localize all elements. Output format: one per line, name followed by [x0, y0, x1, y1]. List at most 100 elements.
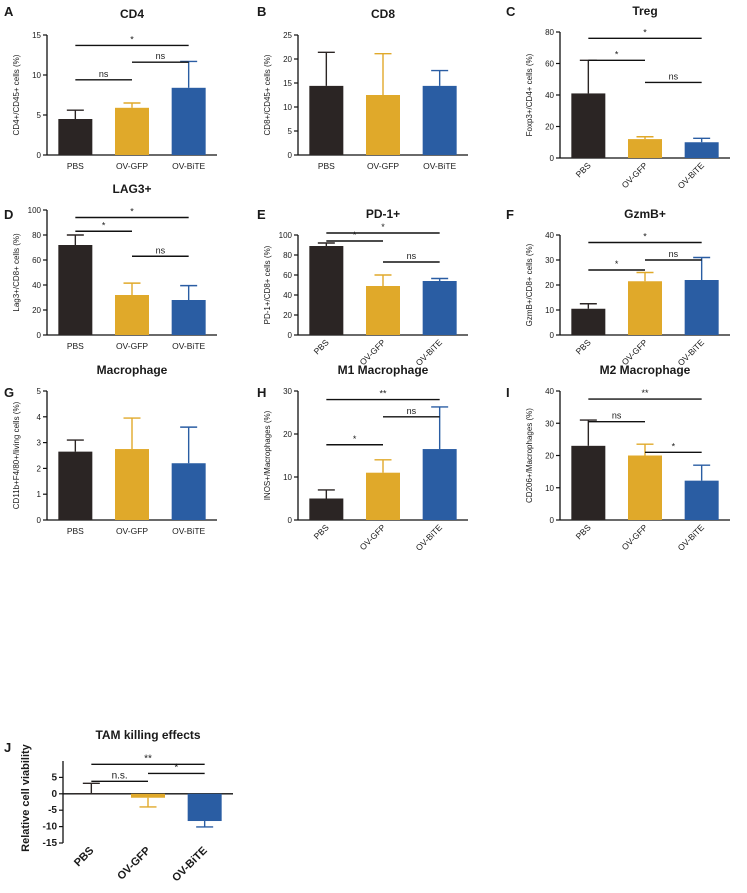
panel-c: C Treg 0 20 40 60 80 Foxp3+/CD4+ cells (%) PBS OV…	[506, 4, 730, 191]
y-tick-label: 20	[545, 452, 554, 461]
y-tick-label: 10	[545, 306, 554, 315]
x-tick-label: PBS	[312, 337, 331, 356]
y-tick-label: 20	[283, 311, 292, 320]
y-tick-label: 0	[288, 516, 293, 525]
x-tick-label: OV-BiTE	[172, 526, 205, 536]
chart-title: GzmB+	[624, 207, 666, 221]
y-tick-label: 0	[288, 331, 293, 340]
y-tick-label: 40	[545, 231, 554, 240]
x-tick-label: OV-BiTE	[676, 522, 707, 553]
x-tick-label: OV-GFP	[367, 161, 399, 171]
x-tick-label: PBS	[574, 337, 593, 356]
panel-j: J TAM killing effects -15 -10 -5 0 5 Relative c…	[4, 728, 233, 884]
y-tick-label: 0	[37, 516, 42, 525]
significance-label: ns	[156, 51, 166, 61]
significance-label: ns	[612, 411, 622, 421]
y-tick-label: 15	[32, 31, 41, 40]
y-tick-label: 5	[37, 387, 42, 396]
x-tick-label: OV-GFP	[116, 161, 148, 171]
significance-label: *	[353, 434, 357, 444]
bar-pbs	[309, 85, 344, 155]
panel-letter: G	[4, 385, 14, 400]
bar-pbs	[58, 451, 93, 520]
panel-i: I M2 Macrophage 0 10 20 30 40 CD206+/Macrophage…	[506, 363, 730, 553]
panel-letter: I	[506, 385, 510, 400]
y-tick-label: 30	[283, 387, 292, 396]
chart-title: M1 Macrophage	[338, 363, 429, 377]
y-axis-label: CD11b+F4/80+/living cells (%)	[12, 401, 21, 509]
y-axis-label: Relative cell viability	[20, 743, 32, 851]
y-tick-label: 10	[283, 473, 292, 482]
panel-a: A CD4 0 5 10 15 CD4+/CD45+ cells (%) PBS OV-GFP O…	[4, 4, 217, 171]
bar-ov-gfp	[628, 139, 662, 158]
y-tick-label: 20	[32, 306, 41, 315]
y-tick-label: 40	[32, 281, 41, 290]
y-tick-label: 40	[545, 91, 554, 100]
y-tick-label: -15	[43, 838, 58, 849]
y-tick-label: 0	[550, 331, 555, 340]
y-tick-label: 10	[545, 484, 554, 493]
significance-label: *	[102, 220, 106, 230]
y-tick-label: 25	[283, 31, 292, 40]
x-tick-label: OV-BiTE	[423, 161, 456, 171]
bar-ov-bite	[171, 300, 206, 335]
bar-ov-gfp	[131, 793, 165, 798]
y-tick-label: 20	[283, 430, 292, 439]
x-tick-label: PBS	[574, 522, 593, 541]
significance-label: *	[174, 762, 178, 773]
bar-ov-bite	[171, 463, 206, 520]
bar-ov-bite	[422, 281, 457, 335]
y-tick-label: 20	[545, 123, 554, 132]
y-tick-label: 5	[288, 127, 293, 136]
x-tick-label: PBS	[574, 160, 593, 179]
significance-label: ns	[669, 71, 679, 81]
bar-ov-gfp	[628, 281, 662, 335]
significance-label: ns	[407, 251, 417, 261]
x-tick-label: PBS	[318, 161, 335, 171]
x-tick-label: OV-GFP	[620, 522, 650, 552]
y-tick-label: 5	[51, 772, 57, 783]
panel-letter: D	[4, 207, 13, 222]
y-tick-label: 40	[545, 387, 554, 396]
panel-letter: E	[257, 207, 266, 222]
x-tick-label: PBS	[67, 526, 84, 536]
chart-title: TAM killing effects	[95, 728, 200, 742]
bar-ov-bite	[684, 480, 719, 520]
y-tick-label: 10	[283, 103, 292, 112]
y-tick-label: 3	[37, 439, 42, 448]
y-tick-label: 1	[37, 490, 42, 499]
y-tick-label: 100	[279, 231, 293, 240]
y-tick-label: 20	[283, 55, 292, 64]
significance-label: *	[353, 230, 357, 240]
x-tick-label: OV-GFP	[358, 522, 388, 552]
significance-label: **	[641, 388, 649, 398]
y-axis-label: CD8+/CD45+ cells (%)	[263, 54, 272, 135]
significance-label: **	[379, 389, 387, 399]
y-axis-label: Foxp3+/CD4+ cells (%)	[525, 53, 534, 136]
x-tick-label: OV-BiTE	[676, 160, 707, 191]
y-tick-label: 60	[283, 271, 292, 280]
bar-pbs	[571, 445, 606, 520]
significance-label: *	[615, 259, 619, 269]
significance-label: **	[144, 753, 152, 764]
panel-letter: A	[4, 4, 14, 19]
x-tick-label: OV-BiTE	[172, 341, 205, 351]
significance-label: ns	[669, 249, 679, 259]
panel-letter: J	[4, 740, 11, 755]
bar-ov-gfp	[115, 449, 149, 520]
y-tick-label: -5	[48, 805, 57, 816]
y-tick-label: 80	[545, 28, 554, 37]
y-tick-label: 4	[37, 413, 42, 422]
y-tick-label: 0	[51, 789, 57, 800]
x-tick-label: OV-BiTE	[172, 161, 205, 171]
bar-ov-bite	[422, 449, 457, 520]
significance-label: *	[643, 27, 647, 37]
y-tick-label: 0	[550, 154, 555, 163]
panel-h: H M1 Macrophage 0 10 20 30 INOS+/Macrophages (…	[257, 363, 468, 553]
x-tick-label: OV-GFP	[116, 341, 148, 351]
y-tick-label: 15	[283, 79, 292, 88]
significance-label: ns	[407, 406, 417, 416]
y-axis-label: CD206+/Macrophages (%)	[525, 408, 534, 503]
significance-label: ns	[156, 245, 166, 255]
